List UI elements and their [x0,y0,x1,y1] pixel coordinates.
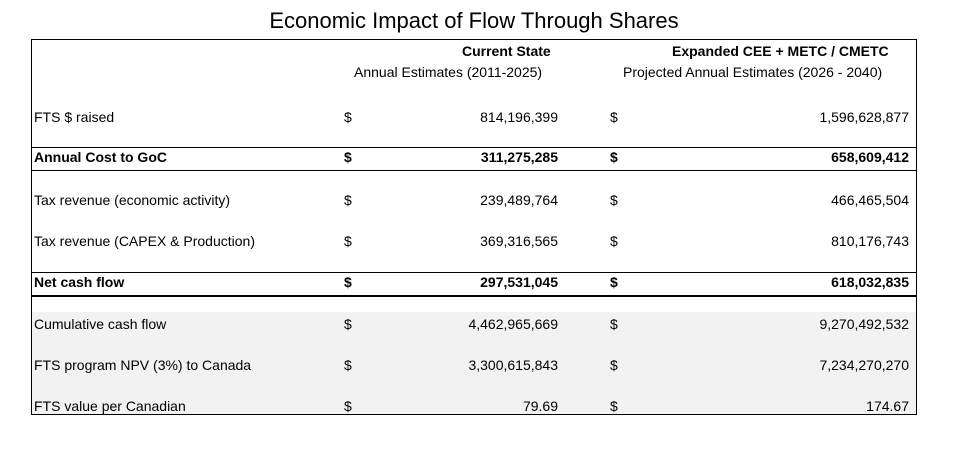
row-label: FTS value per Canadian [34,398,186,414]
table-row: FTS program NPV (3%) to Canada $ 3,300,6… [31,356,917,376]
currency-symbol: $ [610,274,618,290]
currency-symbol: $ [610,316,618,332]
expanded-header: Expanded CEE + METC / CMETC [672,43,889,59]
currency-symbol: $ [344,398,352,414]
currency-symbol: $ [344,274,352,290]
table-frame [31,39,917,415]
table-row: Tax revenue (CAPEX & Production) $ 369,3… [31,232,917,252]
expanded-value: 174.67 [866,398,909,414]
currency-symbol: $ [344,149,352,165]
expanded-value: 466,465,504 [831,192,909,208]
currency-symbol: $ [344,233,352,249]
row-label: Net cash flow [34,274,125,290]
current-value: 4,462,965,669 [468,316,558,332]
current-value: 79.69 [522,398,558,414]
expanded-subheader: Projected Annual Estimates (2026 - 2040) [623,64,883,80]
table-row: FTS $ raised $ 814,196,399 $ 1,596,628,8… [31,108,917,128]
currency-symbol: $ [610,398,618,414]
currency-symbol: $ [610,233,618,249]
currency-symbol: $ [344,192,352,208]
current-value: 814,196,399 [480,109,558,125]
currency-symbol: $ [610,357,618,373]
row-label: Cumulative cash flow [34,316,167,332]
row-label: Tax revenue (economic activity) [34,192,231,208]
row-label: Annual Cost to GoC [34,149,167,165]
table-row: Annual Cost to GoC $ 311,275,285 $ 658,6… [31,147,917,171]
table-row: Net cash flow $ 297,531,045 $ 618,032,83… [31,272,917,296]
table-row: Cumulative cash flow $ 4,462,965,669 $ 9… [31,315,917,335]
expanded-value: 810,176,743 [831,233,909,249]
expanded-value: 7,234,270,270 [819,357,909,373]
table-row: Tax revenue (economic activity) $ 239,48… [31,191,917,211]
current-value: 3,300,615,843 [468,357,558,373]
current-value: 297,531,045 [480,274,558,290]
section-divider [31,296,917,297]
table-title: Economic Impact of Flow Through Shares [269,8,679,33]
current-state-header: Current State [462,43,551,59]
currency-symbol: $ [344,109,352,125]
row-label: Tax revenue (CAPEX & Production) [34,233,255,249]
current-value: 369,316,565 [480,233,558,249]
currency-symbol: $ [610,149,618,165]
expanded-value: 658,609,412 [831,149,909,165]
expanded-value: 1,596,628,877 [819,109,909,125]
expanded-value: 9,270,492,532 [819,316,909,332]
expanded-value: 618,032,835 [831,274,909,290]
shaded-section [32,312,916,414]
table-row: FTS value per Canadian $ 79.69 $ 174.67 [31,397,917,417]
current-state-subheader: Annual Estimates (2011-2025) [354,64,543,80]
current-value: 311,275,285 [480,149,558,165]
currency-symbol: $ [610,192,618,208]
currency-symbol: $ [610,109,618,125]
row-label: FTS $ raised [34,109,115,125]
currency-symbol: $ [344,316,352,332]
row-label: FTS program NPV (3%) to Canada [34,357,252,373]
currency-symbol: $ [344,357,352,373]
current-value: 239,489,764 [480,192,558,208]
